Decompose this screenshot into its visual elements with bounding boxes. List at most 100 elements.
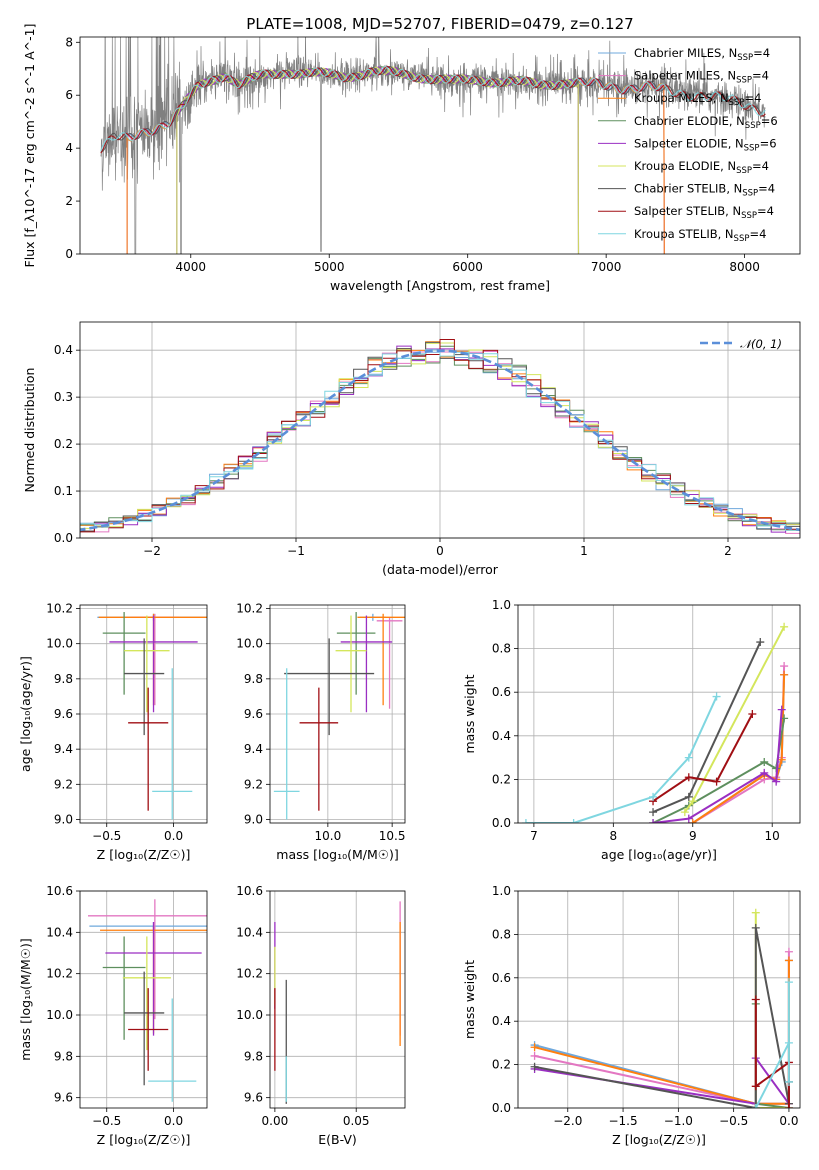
y-tick-label: 6 [65, 88, 73, 102]
y-tick-label: 10.0 [46, 1008, 73, 1022]
weight-marker [712, 777, 721, 786]
legend-label-text: Salpeter MILES, N [634, 69, 736, 83]
y-axis-label: Flux [f_λ10^-17 erg cm^-2 s^-1 A^-1] [22, 24, 37, 268]
x-axis-label: mass [log₁₀(M/M☉)] [276, 847, 398, 862]
legend-label-sub: SSP [736, 166, 752, 176]
legend-label-tail: =4 [749, 227, 766, 241]
y-tick-label: 0.4 [54, 343, 73, 357]
age_vs_mass-marks [273, 612, 405, 820]
spectrum-axes: 4000 5000 6000 7000 8000 0 2 4 6 8 wavelength [Ang… [22, 24, 801, 293]
x-tick-label: 1 [580, 544, 588, 558]
x-tick-label: −0.5 [92, 829, 121, 843]
legend-label-text: Chabrier ELODIE, N [634, 114, 745, 128]
legend-label: Kroupa ELODIE, NSSP=4 [634, 159, 769, 176]
y-tick-label: 9.8 [54, 672, 73, 686]
weight-marker [760, 768, 769, 777]
legend-label-text: Kroupa MILES, N [634, 91, 729, 105]
weight-line [692, 674, 786, 823]
weight-line [692, 674, 786, 823]
y-tick-label: 9.8 [244, 672, 263, 686]
mass_vs_Z-axes: −0.5 0.0 9.6 9.8 10.0 10.2 10.4 10.6 Z [log₁₀(Z/… [18, 884, 208, 1147]
weight-marker [784, 947, 793, 956]
weight-marker [772, 777, 781, 786]
y-tick-label: 0.8 [492, 927, 511, 941]
y-tick-label: 2 [65, 194, 73, 208]
weight-marker [751, 1104, 760, 1108]
weight-marker [569, 819, 578, 823]
weight-marker [649, 808, 658, 817]
y-tick-label: 9.6 [54, 707, 73, 721]
x-tick-label: 5000 [314, 260, 345, 274]
x-tick-label: 8000 [729, 260, 760, 274]
y-tick-label: 10.0 [46, 637, 73, 651]
mass_vs_EBV-frame [269, 890, 406, 1109]
y-tick-label: 0.4 [492, 1014, 511, 1028]
x-tick-label: 10.0 [314, 829, 341, 843]
x-tick-label: 0.0 [164, 1114, 183, 1128]
x-tick-label: 0.05 [343, 1114, 370, 1128]
y-tick-label: 0.1 [54, 484, 73, 498]
y-tick-label: 10.0 [236, 1008, 263, 1022]
legend-label-text: Kroupa ELODIE, N [634, 159, 736, 173]
legend-label: Chabrier MILES, NSSP=4 [634, 46, 770, 63]
y-axis-label: mass weight [462, 674, 477, 753]
x-axis-label: Z [log₁₀(Z/Z☉)] [97, 1132, 191, 1147]
weight-marker [760, 757, 769, 766]
weight-marker [751, 923, 760, 932]
x-tick-label: 8 [610, 829, 618, 843]
y-tick-label: 4 [65, 141, 73, 155]
age_vs_Z-axes: −0.5 0.0 9.0 9.2 9.4 9.6 9.8 10.0 10.2 Z [log₁₀(Z… [18, 602, 208, 862]
x-tick-label: −0.5 [92, 1114, 121, 1128]
legend-label-tail: =4 [757, 204, 774, 218]
y-tick-label: 9.0 [244, 812, 263, 826]
legend-label-sub: SSP [741, 211, 757, 221]
weight-marker [777, 705, 786, 714]
weight-line [534, 927, 790, 1108]
x-axis-label: Z [log₁₀(Z/Z☉)] [97, 847, 191, 862]
x-tick-label: −2 [143, 544, 161, 558]
x-tick-label: 9 [689, 829, 697, 843]
legend-label: Chabrier ELODIE, NSSP=6 [634, 114, 778, 131]
age_vs_Z-marks [97, 612, 207, 820]
y-tick-label: 10.4 [236, 925, 263, 939]
x-axis-label: E(B-V) [318, 1132, 357, 1147]
weight-marker [784, 978, 793, 987]
legend-label-tail: =6 [761, 114, 778, 128]
weight-marker [530, 1043, 539, 1052]
weight-marker [784, 1038, 793, 1047]
age_vs_mass-frame [269, 604, 406, 824]
weight-marker [684, 753, 693, 762]
y-tick-label: 9.6 [244, 1091, 263, 1105]
legend-label-text: Salpeter STELIB, N [634, 204, 741, 218]
weight-marker [688, 819, 697, 823]
weight-marker [521, 819, 530, 823]
y-tick-label: 10.6 [236, 884, 263, 898]
y-tick-label: 9.8 [244, 1049, 263, 1063]
weight-marker [780, 622, 789, 631]
y-tick-label: 10.2 [236, 967, 263, 981]
y-tick-label: 0.0 [492, 1101, 511, 1115]
x-axis-label: wavelength [Angstrom, rest frame] [330, 278, 550, 293]
weight-marker [780, 662, 789, 671]
legend-label-sub: SSP [736, 76, 752, 86]
x-tick-label: 0.0 [779, 1114, 798, 1128]
y-tick-label: 1.0 [492, 884, 511, 898]
legend-label: Salpeter STELIB, NSSP=4 [634, 204, 774, 221]
mass_vs_EBV-axes: 0.00 0.05 9.6 9.8 10.0 10.2 10.4 10.6 E(B-V) [236, 884, 406, 1147]
x-tick-label: −1.0 [664, 1114, 693, 1128]
model-line-chabrier-stelib [100, 66, 766, 153]
plot-area: 4000 5000 6000 7000 8000 0 2 4 6 8 wavelength [Ang… [18, 24, 801, 1147]
x-axis-label: (data-model)/error [382, 562, 499, 577]
legend-label-text: Salpeter ELODIE, N [634, 136, 744, 150]
y-tick-label: 0.0 [54, 531, 73, 545]
weight_vs_age-axes: 7 8 9 10 0.0 0.2 0.4 0.6 0.8 1.0 age [log₁₀(age/yr… [462, 598, 801, 862]
x-axis-label: age [log₁₀(age/yr)] [601, 847, 717, 862]
weight_vs_age-marks [521, 622, 789, 823]
x-tick-label: 2 [724, 544, 732, 558]
y-tick-label: 10.2 [236, 602, 263, 616]
y-tick-label: 0.2 [492, 772, 511, 786]
x-tick-label: 7000 [591, 260, 622, 274]
legend-label: Kroupa STELIB, NSSP=4 [634, 227, 766, 244]
weight-line [534, 951, 790, 1105]
